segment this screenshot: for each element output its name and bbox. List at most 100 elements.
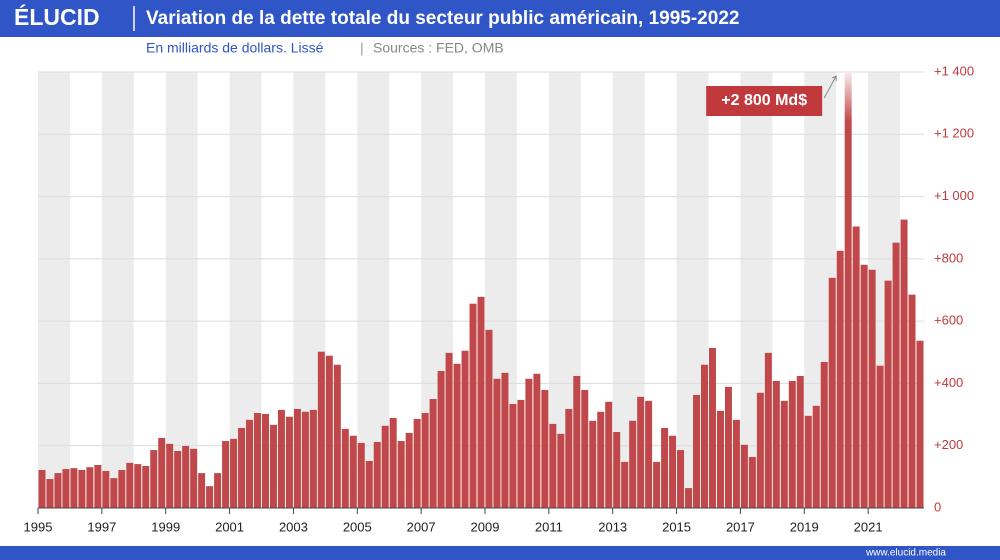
bars — [38, 72, 924, 509]
bar — [708, 347, 716, 508]
bar — [46, 479, 54, 508]
x-tick-label: 1997 — [87, 519, 116, 534]
bar — [653, 461, 661, 508]
bar — [413, 418, 421, 508]
source: Sources : FED, OMB — [373, 40, 504, 56]
bar — [206, 486, 214, 508]
bar — [756, 392, 764, 508]
bar — [900, 219, 908, 509]
bar — [94, 465, 102, 508]
bar — [198, 473, 206, 508]
bar — [828, 277, 836, 508]
bar — [102, 470, 110, 508]
bar — [493, 378, 501, 508]
separator: | — [360, 40, 364, 56]
bar — [293, 408, 301, 508]
bar — [421, 413, 429, 508]
bar — [796, 375, 804, 508]
bar — [581, 389, 589, 508]
bar — [732, 419, 740, 508]
bar — [429, 399, 437, 508]
bar — [485, 329, 493, 508]
bar — [645, 400, 653, 508]
bar — [365, 460, 373, 508]
bar — [629, 420, 637, 508]
bar — [661, 427, 669, 508]
bar — [517, 399, 525, 508]
bar — [405, 432, 413, 508]
bar — [110, 478, 118, 508]
bar — [509, 403, 517, 508]
x-tick-label: 2017 — [726, 519, 755, 534]
bar — [804, 415, 812, 508]
bar — [397, 441, 405, 508]
y-tick-label: +1 400 — [934, 63, 974, 78]
bar — [445, 352, 453, 508]
bar — [166, 443, 174, 508]
bar — [812, 405, 820, 508]
bar — [621, 461, 629, 508]
y-tick-label: +800 — [934, 250, 963, 265]
bar — [238, 427, 246, 508]
bar — [477, 296, 485, 508]
bar — [852, 226, 860, 508]
bar — [501, 372, 509, 508]
x-tick-label: 2013 — [598, 519, 627, 534]
annotation-box — [706, 86, 823, 116]
bar — [134, 464, 142, 508]
bar — [669, 435, 677, 508]
bar — [764, 352, 772, 508]
bar — [261, 413, 269, 508]
x-tick-label: 1999 — [151, 519, 180, 534]
bar — [860, 264, 868, 508]
bar — [693, 394, 701, 508]
bar — [589, 420, 597, 508]
bar — [541, 389, 549, 508]
x-tick-label: 1995 — [24, 519, 53, 534]
x-tick-label: 2021 — [854, 519, 883, 534]
bar — [573, 375, 581, 508]
bar — [836, 250, 844, 508]
year-stripe — [38, 72, 70, 508]
bar — [892, 242, 900, 509]
bar — [772, 380, 780, 508]
bar — [158, 437, 166, 508]
bar — [780, 400, 788, 508]
bar — [724, 386, 732, 508]
x-tick-label: 2019 — [790, 519, 819, 534]
x-tick-label: 2001 — [215, 519, 244, 534]
bar — [357, 442, 365, 508]
bar — [254, 413, 261, 508]
bar — [549, 423, 557, 508]
bar — [277, 409, 285, 508]
y-tick-label: 0 — [934, 499, 941, 514]
bar — [182, 446, 190, 508]
bar — [118, 470, 126, 508]
bar — [453, 363, 461, 508]
year-stripe — [165, 72, 198, 508]
bar — [525, 378, 533, 508]
bar — [533, 373, 541, 508]
bar — [437, 370, 445, 508]
bar — [70, 468, 78, 508]
bar — [214, 473, 222, 508]
annotation-arrow — [823, 75, 837, 99]
bar — [597, 411, 605, 508]
bar — [788, 380, 796, 508]
x-tick-label: 2005 — [343, 519, 372, 534]
footer-band — [0, 546, 1000, 560]
bar — [341, 428, 349, 508]
bar — [309, 409, 317, 508]
bar — [230, 438, 238, 508]
bar — [373, 441, 381, 508]
bar — [190, 448, 198, 508]
bar — [740, 444, 748, 508]
bar — [844, 72, 852, 508]
y-tick-label: +400 — [934, 375, 963, 390]
y-tick-label: +600 — [934, 313, 963, 328]
bar — [868, 269, 876, 508]
bar — [701, 364, 708, 508]
bar — [62, 469, 70, 508]
x-tick-label: 2009 — [471, 519, 500, 534]
